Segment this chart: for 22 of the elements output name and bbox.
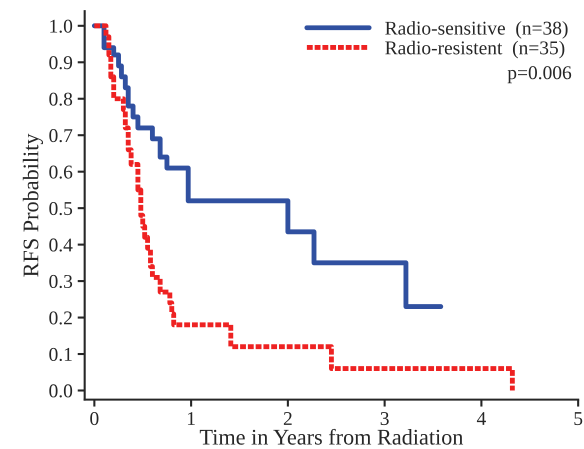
y-tick-label: 0.2 — [49, 311, 72, 325]
x-tick-label: 2 — [284, 412, 292, 425]
annotation: p=0.006 — [508, 66, 572, 84]
x-tick-label: 3 — [380, 412, 389, 426]
y-tick-label: 0.1 — [49, 348, 72, 362]
y-tick-label: 0.7 — [49, 129, 72, 142]
y-tick-label: 0.6 — [49, 166, 72, 179]
x-tick-label: 5 — [574, 412, 582, 426]
y-tick-label: 0.8 — [49, 92, 72, 106]
legend-label: Radio-sensitive (n=38) — [385, 21, 568, 39]
y-axis-title: RFS Probability — [22, 134, 44, 277]
y-tick-label: 0.3 — [49, 274, 72, 288]
y-tick-label: 0.9 — [49, 56, 72, 70]
x-tick-label: 0 — [90, 412, 98, 426]
x-axis-title: Time in Years from Radiation — [200, 428, 464, 445]
legend-label: Radio-resistent (n=35) — [385, 40, 564, 58]
x-tick-label: 1 — [188, 412, 195, 425]
y-tick-label: 0.0 — [49, 384, 72, 398]
y-tick-label: 0.5 — [49, 202, 72, 216]
y-tick-label: 1.0 — [50, 20, 72, 33]
y-tick-label: 0.4 — [49, 238, 73, 252]
x-tick-label: 4 — [476, 412, 486, 425]
